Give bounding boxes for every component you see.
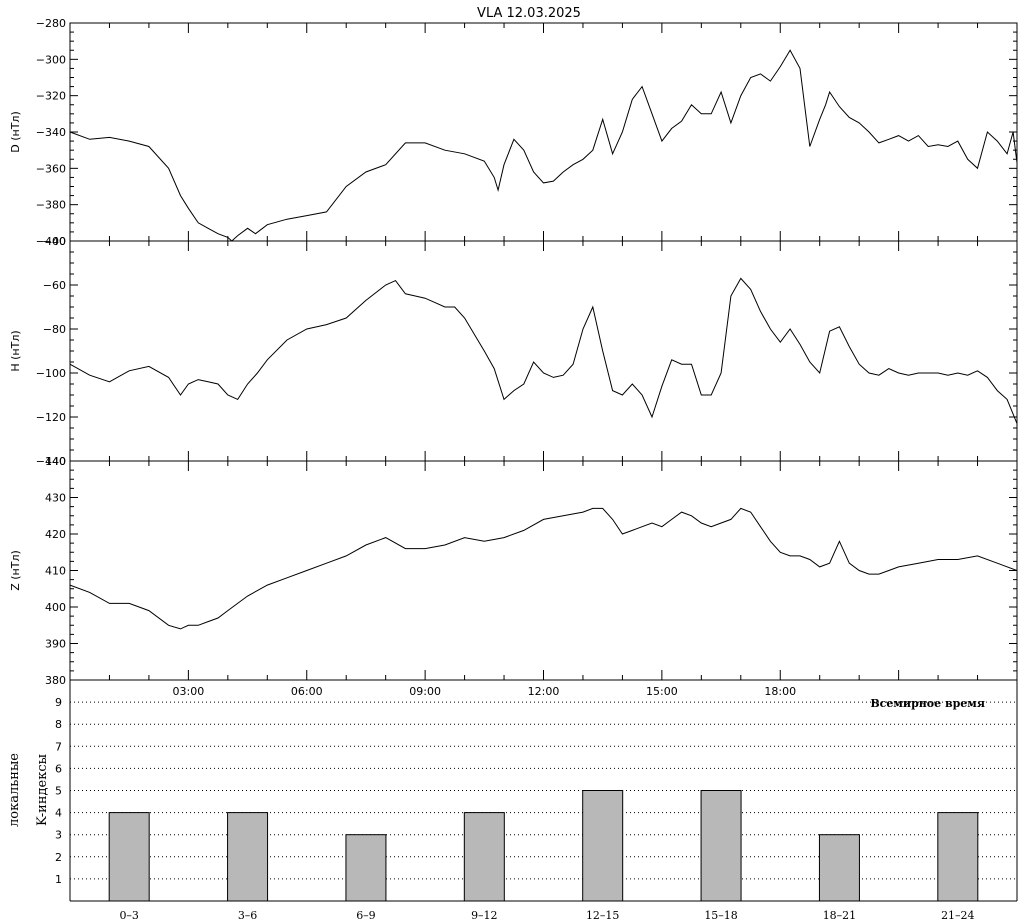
k-category-label: 12–15 bbox=[586, 909, 620, 921]
time-axis-label: Всемирное время bbox=[870, 697, 985, 710]
k-bar bbox=[937, 812, 979, 902]
y-axis-label: Z (нТл) bbox=[9, 550, 22, 591]
panel-frame bbox=[69, 240, 1018, 462]
y-tick-label: 410 bbox=[45, 565, 66, 578]
y-tick-label: 440 bbox=[45, 455, 66, 468]
k-y-tick-label: 2 bbox=[55, 851, 62, 864]
series-line bbox=[69, 507, 1018, 630]
k-category-label: 0–3 bbox=[119, 909, 139, 921]
k-y-tick-label: 5 bbox=[55, 785, 62, 798]
y-tick-label: 430 bbox=[45, 492, 66, 505]
k-category-label: 6–9 bbox=[356, 909, 376, 921]
y-tick-label: −40 bbox=[43, 235, 66, 248]
y-tick-label: 390 bbox=[45, 638, 66, 651]
y-tick-label: 400 bbox=[45, 601, 66, 614]
y-tick-label: −380 bbox=[36, 199, 66, 212]
y-tick-label: −360 bbox=[36, 162, 66, 175]
k-category-label: 15–18 bbox=[704, 909, 738, 921]
k-category-label: 18–21 bbox=[823, 909, 857, 921]
time-tick-label: 12:00 bbox=[528, 685, 560, 698]
time-tick-label: 09:00 bbox=[409, 685, 441, 698]
k-bar bbox=[582, 790, 624, 902]
series-line bbox=[69, 49, 1018, 242]
y-tick-label: −300 bbox=[36, 53, 66, 66]
k-bar bbox=[463, 812, 505, 902]
time-tick-label: 15:00 bbox=[646, 685, 678, 698]
k-bar bbox=[345, 834, 387, 902]
k-y-tick-label: 6 bbox=[55, 762, 62, 775]
y-tick-label: −340 bbox=[36, 126, 66, 139]
y-tick-label: −80 bbox=[43, 323, 66, 336]
time-tick-label: 18:00 bbox=[764, 685, 796, 698]
panel-frame bbox=[69, 460, 1018, 681]
y-tick-label: −140 bbox=[36, 455, 66, 468]
k-y-tick-label: 7 bbox=[55, 740, 62, 753]
panel-z: 380 390 400 410 420 430 440 Z (нТл) bbox=[9, 455, 1018, 687]
y-tick-label: −280 bbox=[36, 17, 66, 30]
k-bar bbox=[108, 812, 150, 902]
y-tick-label: −100 bbox=[36, 367, 66, 380]
k-ylabel-line2: K-индексы bbox=[35, 754, 50, 826]
k-category-label: 21–24 bbox=[941, 909, 975, 921]
k-category-label: 9–12 bbox=[471, 909, 498, 921]
k-ylabel-line1: локальные bbox=[7, 753, 22, 827]
y-tick-label: 420 bbox=[45, 528, 66, 541]
k-y-tick-label: 9 bbox=[55, 696, 62, 709]
k-y-tick-label: 8 bbox=[55, 718, 62, 731]
k-bar bbox=[227, 812, 269, 902]
series-line bbox=[69, 277, 1018, 424]
k-index-panel: 1 2 3 4 5 6 7 8 9 0–3 3–6 6–9 9–12 12–15 15–18 18–21 21–… bbox=[7, 680, 1018, 921]
y-tick-label: −60 bbox=[43, 279, 66, 292]
y-tick-label: −120 bbox=[36, 411, 66, 424]
y-tick-label: 380 bbox=[45, 674, 66, 687]
y-tick-label: −320 bbox=[36, 90, 66, 103]
y-axis-label: H (нТл) bbox=[9, 330, 22, 371]
time-tick-label: 06:00 bbox=[291, 685, 323, 698]
panel-frame bbox=[69, 22, 1018, 242]
panel-h: −140 −120 −100 −80 −60 −40 H (нТл) bbox=[9, 235, 1018, 468]
panel-d: −400 −380 −360 −340 −320 −300 −280 D (нТл) bbox=[9, 17, 1018, 248]
k-y-tick-label: 3 bbox=[55, 829, 62, 842]
k-y-tick-label: 1 bbox=[55, 873, 62, 886]
k-bar bbox=[818, 834, 860, 902]
k-category-label: 3–6 bbox=[238, 909, 258, 921]
time-tick-label: 03:00 bbox=[173, 685, 205, 698]
chart-title: VLA 12.03.2025 bbox=[477, 6, 581, 21]
y-axis-label: D (нТл) bbox=[9, 111, 22, 153]
k-y-tick-label: 4 bbox=[55, 807, 62, 820]
k-bar bbox=[700, 790, 742, 902]
y-tick-label: −400 bbox=[36, 235, 66, 248]
